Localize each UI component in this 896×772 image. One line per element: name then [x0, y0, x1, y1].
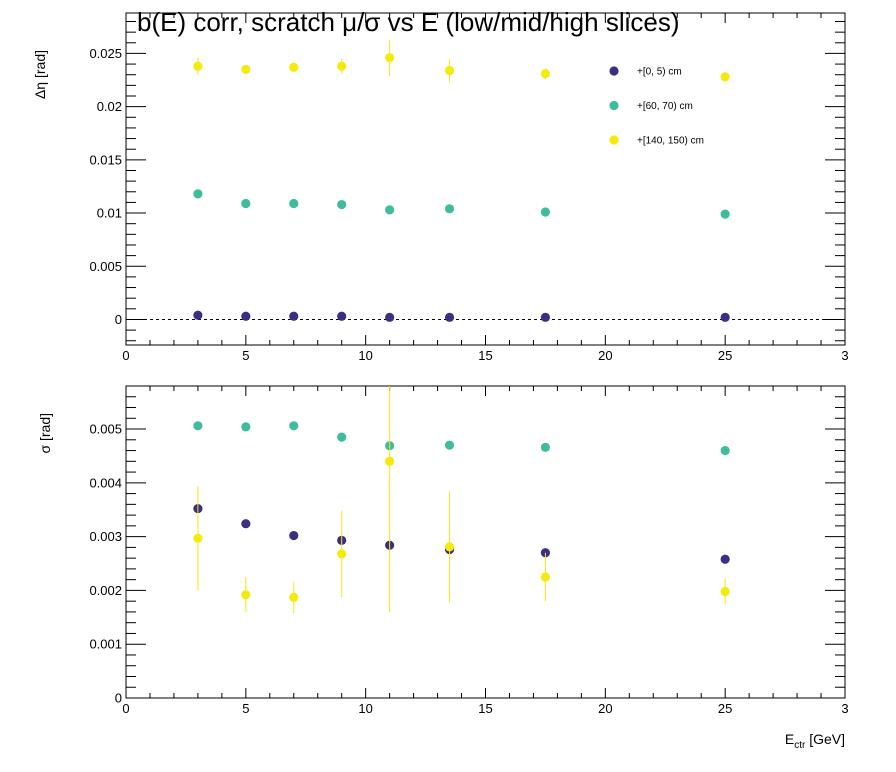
data-point [241, 198, 251, 209]
data-point [193, 310, 203, 320]
x-tick-label: 20 [598, 348, 612, 363]
legend-marker [609, 66, 619, 76]
chart-title: b(E) corr, scratch μ/σ vs E (low/mid/hig… [137, 7, 679, 37]
data-point [540, 207, 551, 217]
y-tick-label: 0 [115, 691, 122, 706]
y-tick-label: 0.005 [89, 259, 122, 274]
y-tick-label: 0.002 [89, 583, 122, 598]
data-point [385, 456, 395, 466]
data-point [289, 62, 299, 72]
data-point [337, 61, 347, 71]
data-point [241, 311, 251, 321]
data-point [193, 189, 203, 199]
data-point [720, 312, 730, 322]
data-point [337, 549, 347, 559]
data-point [337, 199, 347, 210]
data-point [241, 590, 251, 600]
data-point [289, 311, 299, 321]
y-tick-label: 0.004 [89, 475, 122, 490]
plot-frame [125, 385, 846, 699]
legend-entry: +[60, 70) cm [637, 101, 693, 112]
x-tick-label: 3 [841, 701, 848, 716]
x-tick-label: 25 [718, 701, 732, 716]
data-point [289, 421, 299, 431]
x-tick-label: 5 [242, 348, 249, 363]
y-tick-label: 0.01 [97, 206, 122, 221]
x-tick-label: 25 [718, 348, 732, 363]
data-point [720, 209, 730, 219]
data-point [289, 198, 299, 209]
data-point [193, 61, 203, 71]
y-tick-label: 0.02 [97, 99, 122, 114]
data-point [540, 572, 551, 582]
data-point [385, 312, 395, 322]
data-point [385, 53, 395, 63]
data-point [193, 533, 203, 543]
y-axis-label: σ [rad] [37, 413, 53, 454]
x-tick-label: 15 [478, 701, 492, 716]
x-axis-label: Ectr [GeV] [785, 731, 845, 751]
legend-marker [609, 100, 619, 111]
y-tick-label: 0.015 [89, 152, 122, 167]
data-point [444, 440, 455, 450]
data-point [444, 204, 455, 214]
y-tick-label: 0.005 [89, 422, 122, 437]
data-point [444, 312, 455, 322]
data-point [720, 554, 730, 564]
y-tick-label: 0.025 [89, 46, 122, 61]
data-point [337, 311, 347, 321]
data-point [720, 72, 730, 82]
y-axis-label: Δη [rad] [32, 50, 48, 99]
x-tick-label: 15 [478, 348, 492, 363]
data-point [444, 542, 455, 552]
data-point [289, 592, 299, 603]
y-tick-label: 0 [115, 312, 122, 327]
legend-marker [609, 135, 619, 145]
data-point [444, 65, 455, 76]
data-point [241, 64, 251, 74]
y-tick-label: 0.001 [89, 637, 122, 652]
data-point [193, 421, 203, 431]
x-tick-label: 0 [122, 701, 129, 716]
x-tick-label: 0 [122, 348, 129, 363]
data-point [540, 442, 551, 452]
data-point [720, 586, 730, 597]
data-point [241, 519, 251, 529]
data-point [385, 205, 395, 215]
legend-entry: +[0, 5) cm [637, 67, 682, 78]
legend-entry: +[140, 150) cm [637, 136, 704, 147]
data-point [241, 422, 251, 432]
x-tick-label: 10 [358, 348, 372, 363]
data-point [720, 445, 730, 456]
data-point [337, 432, 347, 442]
x-tick-label: 3 [841, 348, 848, 363]
x-tick-label: 20 [598, 701, 612, 716]
y-tick-label: 0.003 [89, 529, 122, 544]
data-point [540, 69, 551, 79]
plot-frame [125, 12, 846, 346]
x-tick-label: 5 [242, 701, 249, 716]
x-tick-label: 10 [358, 701, 372, 716]
data-point [540, 312, 551, 322]
data-point [289, 530, 299, 541]
